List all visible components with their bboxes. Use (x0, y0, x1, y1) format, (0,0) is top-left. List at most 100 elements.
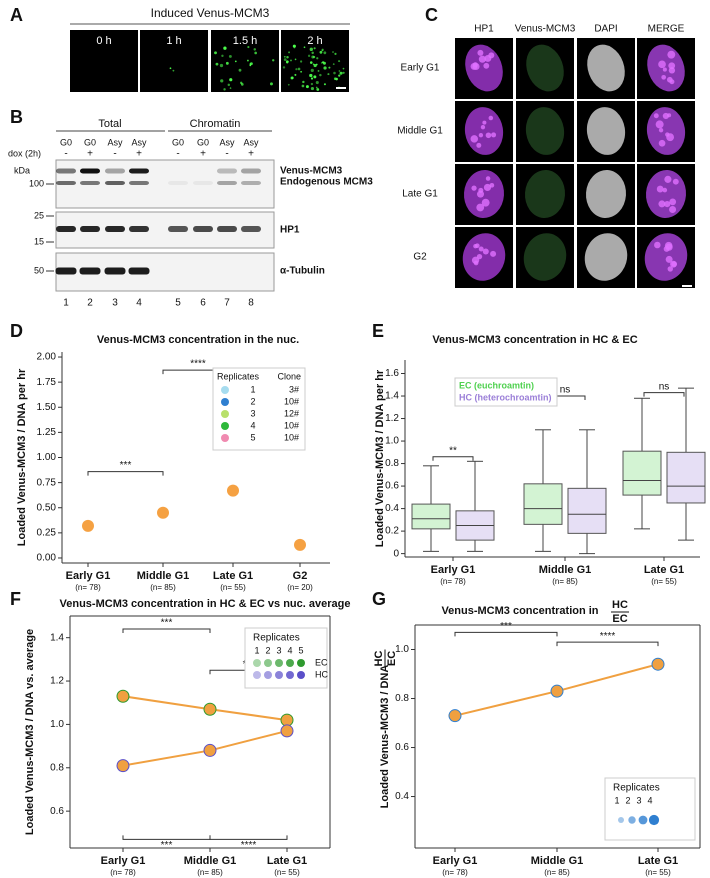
row-label: G2 (413, 252, 427, 263)
heterochromatin-focus (653, 113, 659, 119)
heterochromatin-focus (478, 132, 484, 138)
y-axis-label: Loaded Venus-MCM3 / DNA per hr (16, 368, 28, 546)
mean-point (116, 689, 130, 703)
n-label: (n= 55) (651, 577, 677, 586)
nucleus (584, 233, 628, 281)
fluorescent-spot (328, 66, 331, 69)
chart-title: Venus-MCM3 concentration in HC & EC vs n… (60, 598, 351, 610)
heterochromatin-focus (470, 62, 478, 70)
lane-number: 1 (63, 298, 69, 309)
heterochromatin-focus (476, 142, 482, 148)
heterochromatin-focus (666, 76, 673, 83)
lane-number: 8 (248, 298, 254, 309)
timepoint-label: 1.5 h (233, 35, 257, 47)
legend-swatch (221, 410, 229, 418)
nucleus (587, 44, 625, 92)
legend-swatch (275, 671, 283, 679)
chart-title: Venus-MCM3 concentration in (441, 605, 598, 617)
significance-bracket (122, 835, 211, 840)
heterochromatin-focus (672, 178, 679, 185)
heterochromatin-focus (480, 124, 486, 130)
fluorescent-spot (169, 67, 172, 70)
heterochromatin-focus (668, 67, 676, 74)
blot-band (193, 181, 213, 185)
micrograph (140, 30, 208, 92)
legend-swatch (221, 398, 229, 406)
legend-swatch (297, 659, 305, 667)
legend-label: 5 (250, 432, 255, 442)
blot-band (105, 226, 125, 232)
legend-replicate: 3 (276, 645, 281, 655)
mean-point (227, 484, 239, 497)
y-tick-label: 1.0 (385, 436, 399, 447)
lane-label: Asy (219, 137, 235, 147)
legend-clone: 10# (284, 432, 299, 442)
column-header: Venus-MCM3 (515, 24, 576, 35)
heterochromatin-focus (670, 260, 677, 268)
y-tick-label: 0.8 (50, 762, 64, 773)
fluorescent-spot (229, 87, 232, 89)
timepoint-label: 0 h (96, 35, 111, 47)
fluorescent-spot (249, 64, 252, 67)
fluorescent-spot (322, 61, 325, 64)
blot-band (55, 267, 77, 275)
panel-letter: A (10, 5, 23, 25)
fluorescent-spot (310, 77, 314, 80)
heterochromatin-focus (470, 135, 478, 143)
heterochromatin-focus (488, 115, 494, 121)
fluorescent-spot (215, 62, 219, 66)
ratio-denominator: EC (612, 613, 627, 625)
box (523, 483, 563, 525)
fluorescent-spot (316, 57, 319, 60)
blot-band (129, 168, 149, 174)
fluorescent-spot (234, 60, 237, 63)
band-label: Venus-MCM3 (280, 166, 343, 177)
fluorescent-spot (286, 56, 289, 59)
legend-clone: 10# (284, 420, 299, 430)
legend-clone: 12# (284, 408, 299, 418)
fluorescent-spot (302, 80, 305, 84)
fluorescent-spot (311, 51, 314, 55)
blot-band (105, 181, 125, 185)
significance-label: *** (120, 460, 132, 471)
fluorescent-spot (327, 73, 330, 76)
column-header: DAPI (594, 24, 617, 35)
column-header: HP1 (474, 24, 494, 35)
fluorescent-spot (283, 55, 286, 58)
fluorescent-spot (269, 82, 273, 86)
heterochromatin-focus (666, 133, 675, 142)
band-label: Endogenous MCM3 (280, 177, 373, 188)
fluorescent-spot (292, 44, 296, 48)
legend-clone: 10# (284, 396, 299, 406)
y-tick-label: 0.8 (395, 693, 409, 704)
blot-band (168, 181, 188, 185)
timepoint-label: 2 h (307, 35, 322, 47)
legend-title: Clone (277, 371, 301, 381)
legend-replicate: 1 (254, 645, 259, 655)
legend-replicate: 5 (298, 645, 303, 655)
fluorescent-spot (272, 59, 275, 62)
legend-swatch (286, 671, 294, 679)
legend-replicate: 3 (636, 795, 641, 805)
nucleus (526, 44, 564, 92)
blot-band (56, 226, 76, 232)
fluorescent-spot (282, 66, 286, 69)
mean-point (651, 657, 665, 671)
y-tick-label: 1.6 (385, 368, 399, 379)
size-marker: 25 (34, 210, 44, 220)
fluorescent-spot (238, 68, 242, 72)
fluorescent-spot (290, 76, 294, 80)
heterochromatin-focus (669, 205, 677, 214)
nucleus (525, 107, 565, 155)
legend-swatch (618, 817, 624, 823)
heterochromatin-focus (658, 60, 666, 69)
panel-letter: C (425, 5, 438, 25)
fluorescent-spot (240, 83, 244, 86)
heterochromatin-focus (471, 256, 480, 264)
fluorescent-spot (172, 69, 175, 72)
significance-bracket (432, 456, 474, 461)
fluorescent-spot (310, 82, 314, 86)
blot-band (217, 181, 237, 185)
fluorescent-spot (253, 48, 257, 51)
